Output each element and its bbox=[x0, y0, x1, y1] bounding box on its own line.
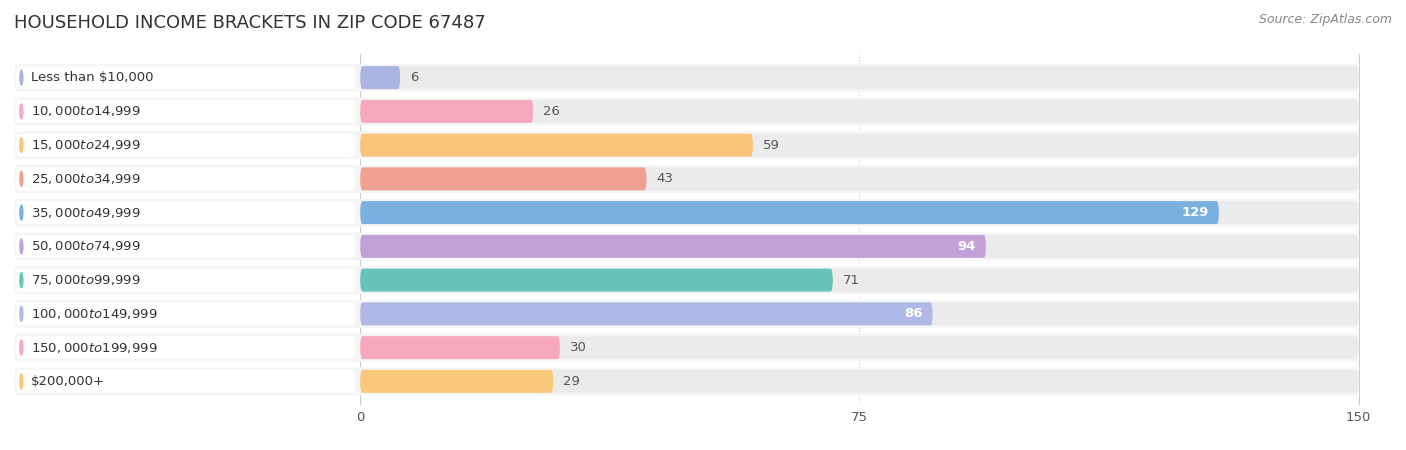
FancyBboxPatch shape bbox=[14, 334, 1358, 361]
FancyBboxPatch shape bbox=[14, 368, 1358, 395]
FancyBboxPatch shape bbox=[14, 300, 1358, 328]
FancyBboxPatch shape bbox=[360, 100, 533, 123]
FancyBboxPatch shape bbox=[360, 201, 1358, 224]
FancyBboxPatch shape bbox=[360, 66, 401, 89]
Circle shape bbox=[20, 138, 22, 153]
Text: $50,000 to $74,999: $50,000 to $74,999 bbox=[31, 239, 141, 253]
FancyBboxPatch shape bbox=[15, 370, 356, 393]
FancyBboxPatch shape bbox=[14, 98, 1358, 125]
FancyBboxPatch shape bbox=[360, 336, 560, 359]
Text: $75,000 to $99,999: $75,000 to $99,999 bbox=[31, 273, 141, 287]
Circle shape bbox=[20, 374, 22, 389]
Circle shape bbox=[20, 273, 22, 288]
FancyBboxPatch shape bbox=[15, 134, 356, 157]
FancyBboxPatch shape bbox=[360, 134, 1358, 157]
FancyBboxPatch shape bbox=[14, 266, 1358, 294]
Text: HOUSEHOLD INCOME BRACKETS IN ZIP CODE 67487: HOUSEHOLD INCOME BRACKETS IN ZIP CODE 67… bbox=[14, 14, 486, 32]
Text: 86: 86 bbox=[904, 307, 922, 320]
Text: Less than $10,000: Less than $10,000 bbox=[31, 71, 153, 84]
Text: 59: 59 bbox=[763, 139, 780, 152]
Circle shape bbox=[20, 306, 22, 321]
FancyBboxPatch shape bbox=[15, 336, 356, 359]
Circle shape bbox=[20, 239, 22, 254]
FancyBboxPatch shape bbox=[360, 235, 986, 258]
FancyBboxPatch shape bbox=[360, 66, 1358, 89]
Text: Source: ZipAtlas.com: Source: ZipAtlas.com bbox=[1258, 14, 1392, 27]
FancyBboxPatch shape bbox=[14, 165, 1358, 193]
Circle shape bbox=[20, 171, 22, 186]
FancyBboxPatch shape bbox=[14, 233, 1358, 260]
Text: 71: 71 bbox=[842, 274, 860, 287]
FancyBboxPatch shape bbox=[360, 302, 932, 325]
FancyBboxPatch shape bbox=[15, 302, 356, 325]
Text: $150,000 to $199,999: $150,000 to $199,999 bbox=[31, 341, 157, 355]
Text: $25,000 to $34,999: $25,000 to $34,999 bbox=[31, 172, 141, 186]
Text: $15,000 to $24,999: $15,000 to $24,999 bbox=[31, 138, 141, 152]
Text: $200,000+: $200,000+ bbox=[31, 375, 104, 388]
FancyBboxPatch shape bbox=[360, 336, 1358, 359]
Text: 26: 26 bbox=[543, 105, 560, 118]
Text: $35,000 to $49,999: $35,000 to $49,999 bbox=[31, 206, 141, 220]
Text: 30: 30 bbox=[569, 341, 586, 354]
FancyBboxPatch shape bbox=[360, 370, 553, 393]
FancyBboxPatch shape bbox=[14, 199, 1358, 226]
FancyBboxPatch shape bbox=[15, 235, 356, 258]
FancyBboxPatch shape bbox=[15, 201, 356, 224]
FancyBboxPatch shape bbox=[360, 134, 754, 157]
FancyBboxPatch shape bbox=[360, 302, 1358, 325]
Text: 43: 43 bbox=[657, 172, 673, 185]
Circle shape bbox=[20, 205, 22, 220]
Text: 6: 6 bbox=[411, 71, 419, 84]
FancyBboxPatch shape bbox=[360, 269, 1358, 292]
Text: 29: 29 bbox=[564, 375, 581, 388]
FancyBboxPatch shape bbox=[14, 64, 1358, 91]
FancyBboxPatch shape bbox=[360, 100, 1358, 123]
FancyBboxPatch shape bbox=[360, 201, 1219, 224]
Circle shape bbox=[20, 70, 22, 85]
FancyBboxPatch shape bbox=[360, 167, 647, 190]
FancyBboxPatch shape bbox=[360, 370, 1358, 393]
Text: $10,000 to $14,999: $10,000 to $14,999 bbox=[31, 104, 141, 118]
FancyBboxPatch shape bbox=[15, 167, 356, 190]
FancyBboxPatch shape bbox=[360, 269, 832, 292]
Text: $100,000 to $149,999: $100,000 to $149,999 bbox=[31, 307, 157, 321]
FancyBboxPatch shape bbox=[15, 100, 356, 123]
FancyBboxPatch shape bbox=[360, 235, 1358, 258]
Circle shape bbox=[20, 340, 22, 355]
Text: 129: 129 bbox=[1181, 206, 1209, 219]
FancyBboxPatch shape bbox=[15, 269, 356, 292]
FancyBboxPatch shape bbox=[14, 131, 1358, 159]
Circle shape bbox=[20, 104, 22, 119]
Text: 94: 94 bbox=[957, 240, 976, 253]
FancyBboxPatch shape bbox=[15, 66, 356, 89]
FancyBboxPatch shape bbox=[360, 167, 1358, 190]
